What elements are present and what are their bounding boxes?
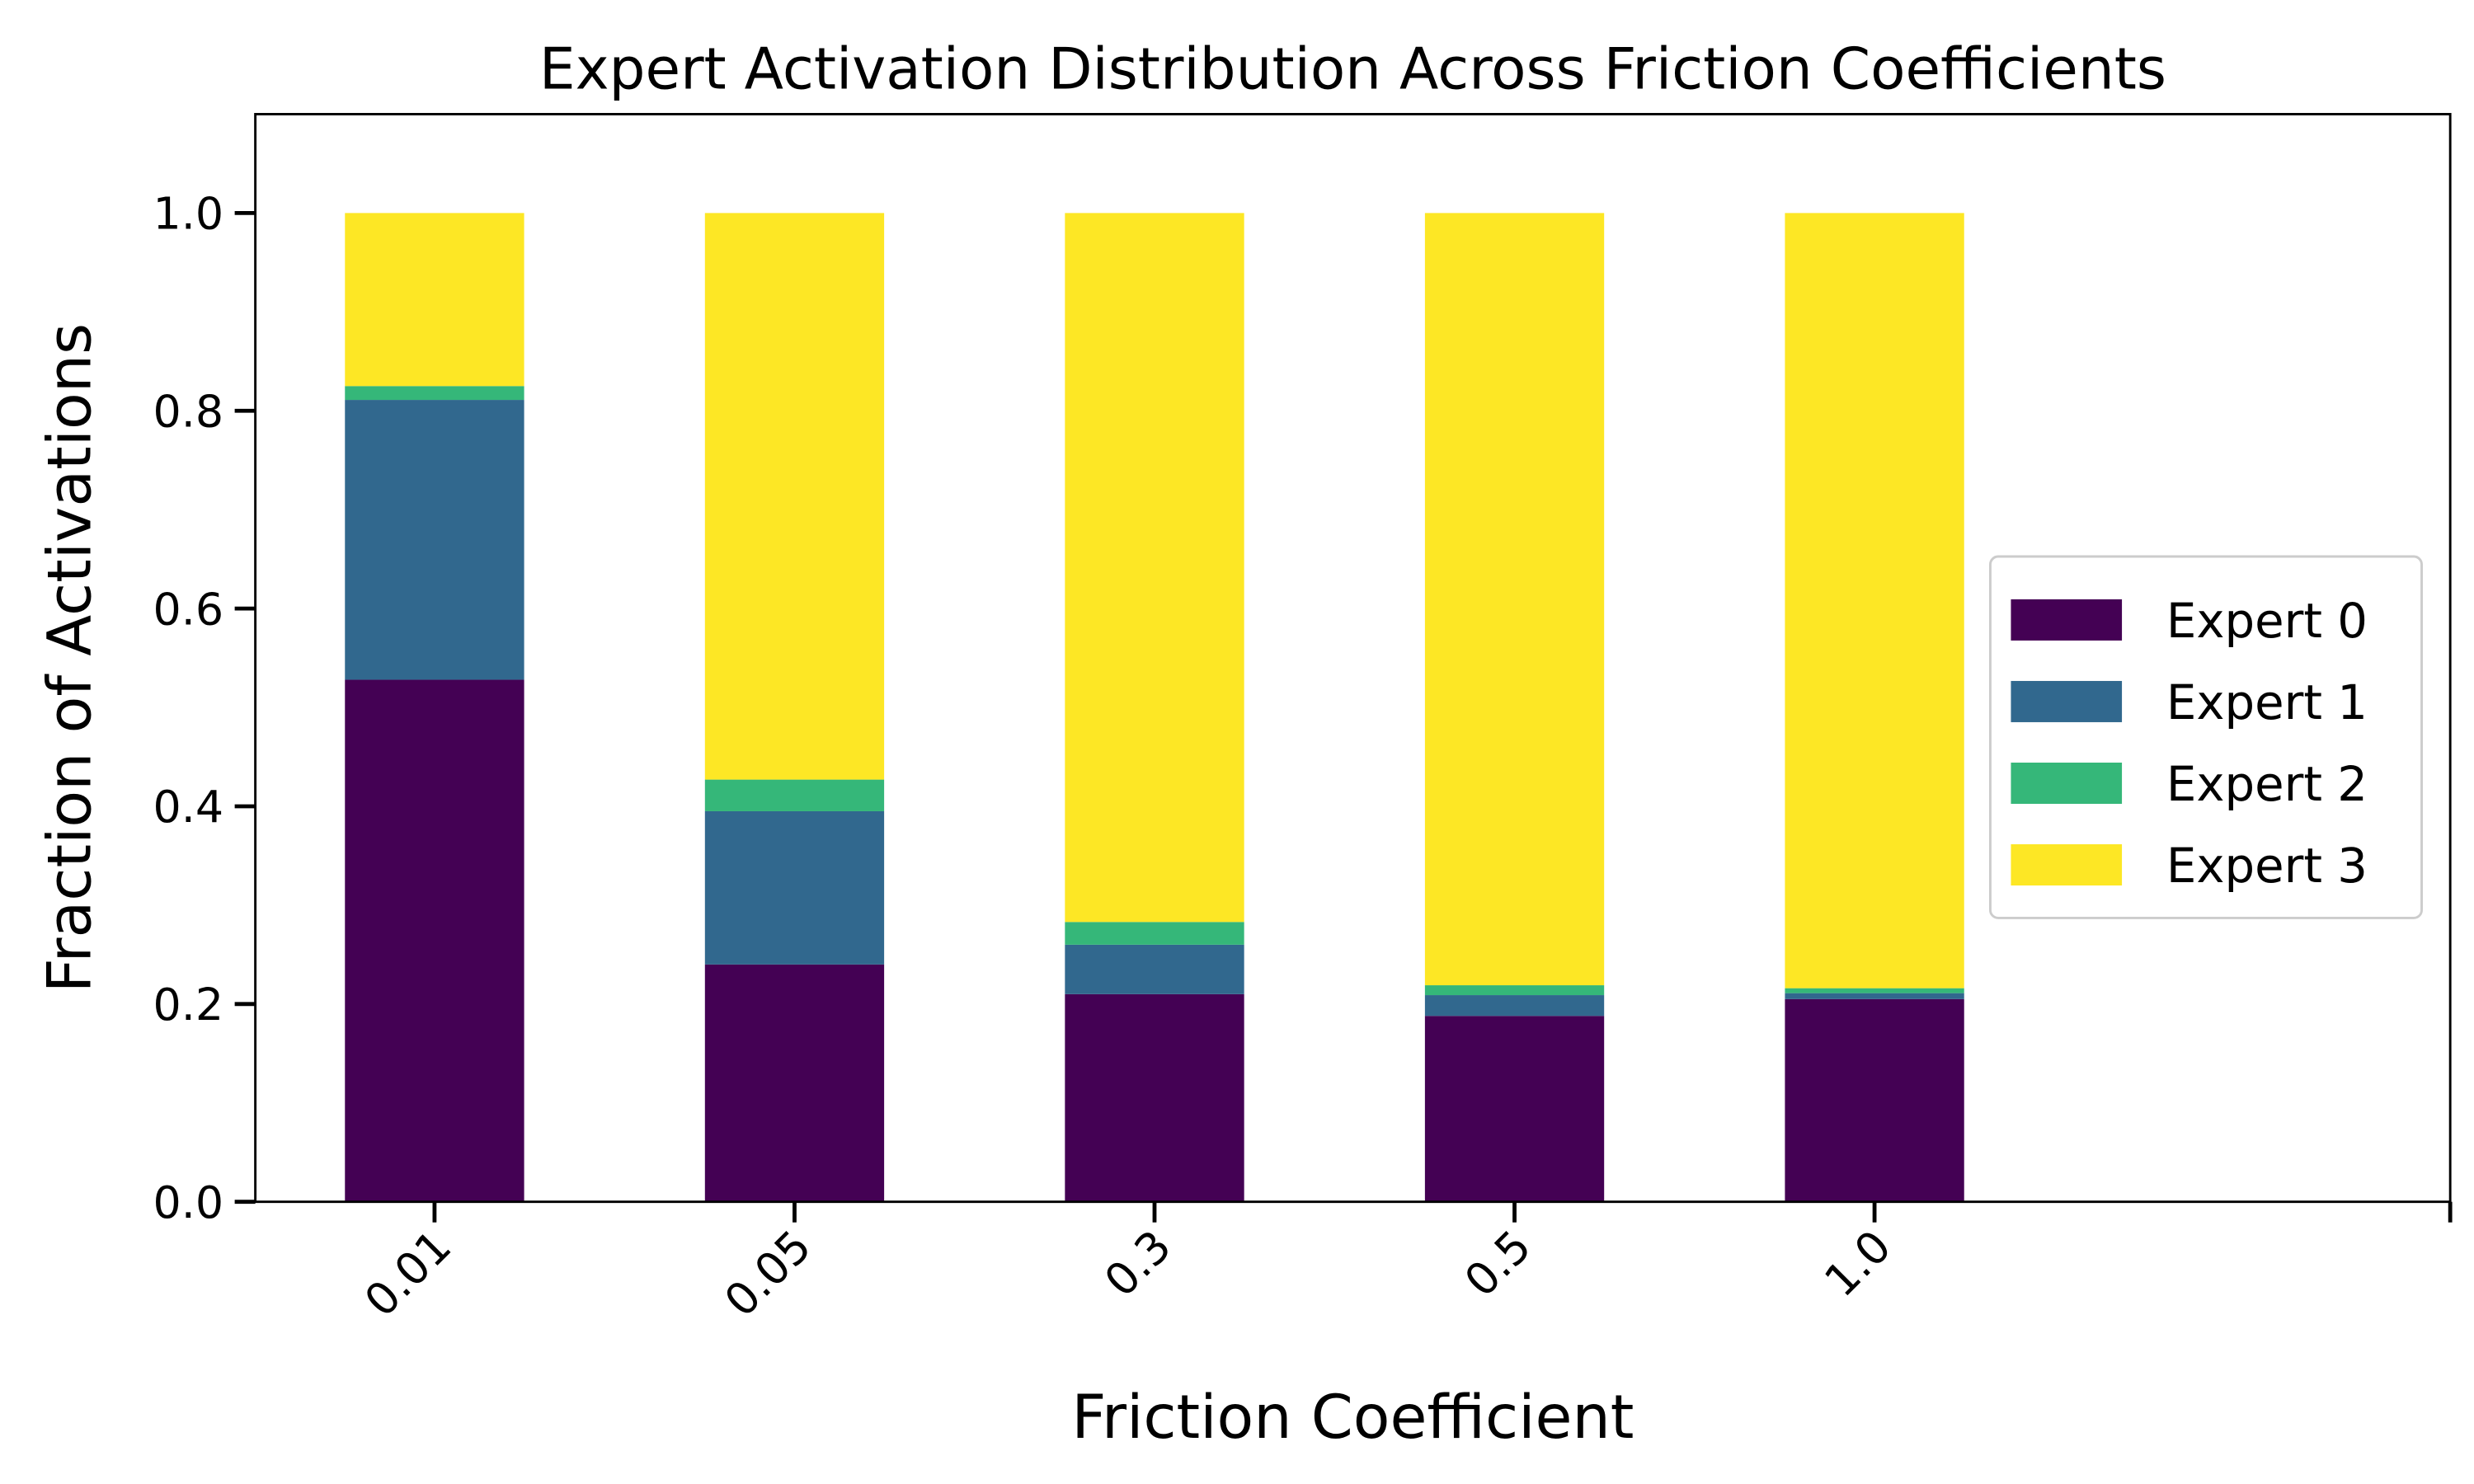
- x-axis-label: Friction Coefficient: [1071, 1383, 1634, 1453]
- bar-segment: [1424, 1016, 1605, 1202]
- y-tick-label: 0.2: [153, 979, 224, 1031]
- x-tick-label: 0.3: [1094, 1220, 1181, 1307]
- legend-box: [1989, 555, 2423, 919]
- legend-label: Expert 2: [2166, 756, 2368, 812]
- y-axis-label: Fraction of Activations: [35, 323, 106, 993]
- bar-segment: [704, 810, 885, 965]
- bar-segment: [345, 386, 524, 401]
- legend-swatch: [2011, 763, 2123, 804]
- legend-swatch: [2011, 844, 2123, 886]
- bar-segment: [1785, 998, 1964, 1202]
- bar-segment: [345, 400, 524, 680]
- x-tick-label: 0.05: [714, 1220, 821, 1327]
- y-tick-label: 0.4: [153, 781, 224, 833]
- bar-segment: [1785, 988, 1964, 993]
- x-tick-label: 1.0: [1814, 1220, 1901, 1307]
- legend-label: Expert 3: [2166, 838, 2368, 894]
- bar-segment: [704, 213, 885, 780]
- plot-area: 0.0 0.2 0.4 0.6 0.8 1.0 0.01 0.05 0.3 0.5 1.0 Exper…: [153, 113, 2453, 1327]
- bar-segment: [704, 964, 885, 1202]
- x-tick-label: 0.5: [1455, 1220, 1541, 1307]
- bar-segment: [1065, 944, 1244, 994]
- plot-frame: [254, 113, 2452, 1204]
- legend-swatch: [2011, 680, 2123, 722]
- bar-segment: [1065, 213, 1244, 923]
- bar-segment: [345, 213, 524, 387]
- bar-segment: [1785, 993, 1964, 999]
- legend-label: Expert 1: [2166, 674, 2368, 730]
- bar-segment: [1424, 995, 1605, 1017]
- legend-swatch: [2011, 599, 2123, 641]
- bar-segment: [1424, 985, 1605, 996]
- y-tick-label: 0.8: [153, 385, 224, 437]
- bar-segment: [704, 779, 885, 811]
- x-tick-label: 0.01: [355, 1220, 461, 1327]
- legend-label: Expert 0: [2166, 593, 2368, 649]
- bar-segment: [1424, 213, 1605, 986]
- bar-segment: [1785, 213, 1964, 989]
- y-tick-label: 0.0: [153, 1176, 224, 1228]
- chart-title: Expert Activation Distribution Across Fr…: [539, 37, 2166, 103]
- y-tick-label: 0.6: [153, 583, 224, 635]
- bar-segment: [345, 679, 524, 1202]
- legend: Expert 0 Expert 1 Expert 2 Expert 3: [1989, 555, 2423, 919]
- bar-segment: [1065, 922, 1244, 945]
- y-tick-label: 1.0: [153, 188, 224, 240]
- bar-segment: [1065, 993, 1244, 1202]
